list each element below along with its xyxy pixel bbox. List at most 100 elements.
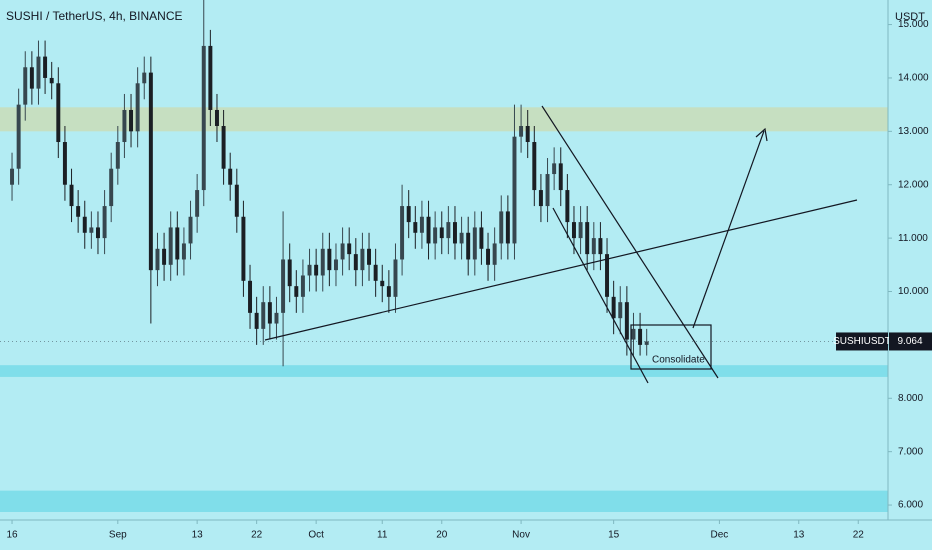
candle-body (380, 280, 385, 287)
annotation: Consolidate (652, 355, 705, 366)
candle-body (333, 259, 338, 271)
candle-body (367, 248, 372, 265)
candle-body (585, 222, 590, 255)
candle-body (221, 125, 226, 169)
x-tick-label: Dec (711, 530, 729, 541)
price-tag-box (889, 332, 932, 351)
x-tick-label: 22 (853, 530, 865, 541)
candle-body (208, 45, 213, 110)
candle-body (545, 174, 550, 207)
candle-body (571, 222, 576, 239)
candle-body (314, 264, 319, 276)
candle-body (486, 248, 491, 265)
candle-body (360, 248, 365, 271)
candle-body (214, 109, 219, 126)
drawings (264, 105, 858, 384)
x-tick-label: Sep (109, 530, 127, 541)
candle-body (618, 302, 623, 319)
channel-lower (552, 207, 649, 384)
candle-body (386, 286, 391, 297)
candle-body (499, 211, 504, 244)
candle-body (162, 248, 167, 265)
x-tick-label: 13 (793, 530, 805, 541)
x-tick-label: 11 (377, 530, 388, 541)
candle-body (82, 216, 87, 233)
x-tick-label: 15 (608, 530, 620, 541)
price-tag-name-box (836, 332, 888, 351)
candle-body (307, 264, 312, 276)
trend-line (264, 199, 858, 341)
candle-body (56, 83, 61, 143)
candle-body (175, 227, 180, 260)
x-tick-label: Nov (512, 530, 530, 541)
candle-body (181, 243, 186, 260)
candle-body (129, 109, 134, 132)
zone (0, 490, 888, 512)
candle-body (446, 222, 451, 239)
candle-body (525, 125, 530, 143)
candle-body (611, 296, 616, 319)
candle-body (400, 206, 405, 260)
candle-body (631, 328, 636, 340)
candle-body (512, 136, 517, 244)
candle-body (122, 109, 127, 143)
candle-body (591, 238, 596, 255)
zones (0, 107, 888, 512)
candle-body (439, 227, 444, 239)
candle-body (466, 232, 471, 260)
candle-body (95, 227, 100, 239)
y-tick-label: 15.000 (898, 19, 929, 30)
candle-body (638, 328, 643, 345)
candle-body (492, 243, 497, 265)
price-tag: SUSHIUSDT 9.064 (0, 332, 932, 351)
x-tick-label: Oct (308, 530, 324, 541)
arrow-line (692, 130, 765, 329)
candle-body (426, 216, 431, 244)
y-tick-label: 11.000 (898, 233, 928, 244)
candle-body (433, 227, 438, 244)
candle-body (69, 184, 74, 207)
candle-body (16, 104, 21, 169)
candle-body (142, 72, 147, 84)
candle-body (36, 56, 41, 89)
candle-body (228, 168, 233, 185)
y-axis-label: USDT (895, 11, 925, 23)
x-tick-label: 20 (436, 530, 448, 541)
candle-body (393, 259, 398, 297)
candle-body (76, 206, 81, 217)
candle-body (168, 227, 173, 265)
candle-body (155, 248, 160, 271)
candle-body (644, 341, 649, 345)
candle-body (624, 302, 629, 340)
candle-body (558, 163, 563, 191)
candle-body (267, 302, 272, 324)
candle-body (353, 254, 358, 271)
price-tag-value: 9.064 (897, 336, 922, 347)
candle-body (578, 222, 583, 239)
y-tick-label: 10.000 (898, 286, 929, 297)
candle-body (188, 216, 193, 244)
candle-body (234, 184, 239, 217)
candle-body (241, 216, 246, 281)
candle-body (459, 232, 464, 244)
arrow-head (755, 127, 768, 142)
candle-body (327, 248, 332, 271)
consolidation-box (630, 324, 712, 370)
candle-body (115, 142, 120, 169)
candle-body (505, 211, 510, 244)
candle-body (10, 168, 15, 185)
candle-body (89, 227, 94, 233)
candle-body (254, 312, 259, 329)
candle-body (347, 243, 352, 255)
chart-title: SUSHI / TetherUS, 4h, BINANCE (6, 9, 183, 23)
candle-body (109, 168, 114, 207)
candle-body (598, 238, 603, 255)
candle-body (413, 222, 418, 233)
candle-body (532, 142, 537, 191)
candle-body (62, 142, 67, 185)
candle-body (373, 264, 378, 281)
candle-body (49, 77, 54, 84)
candle-body (406, 206, 411, 223)
